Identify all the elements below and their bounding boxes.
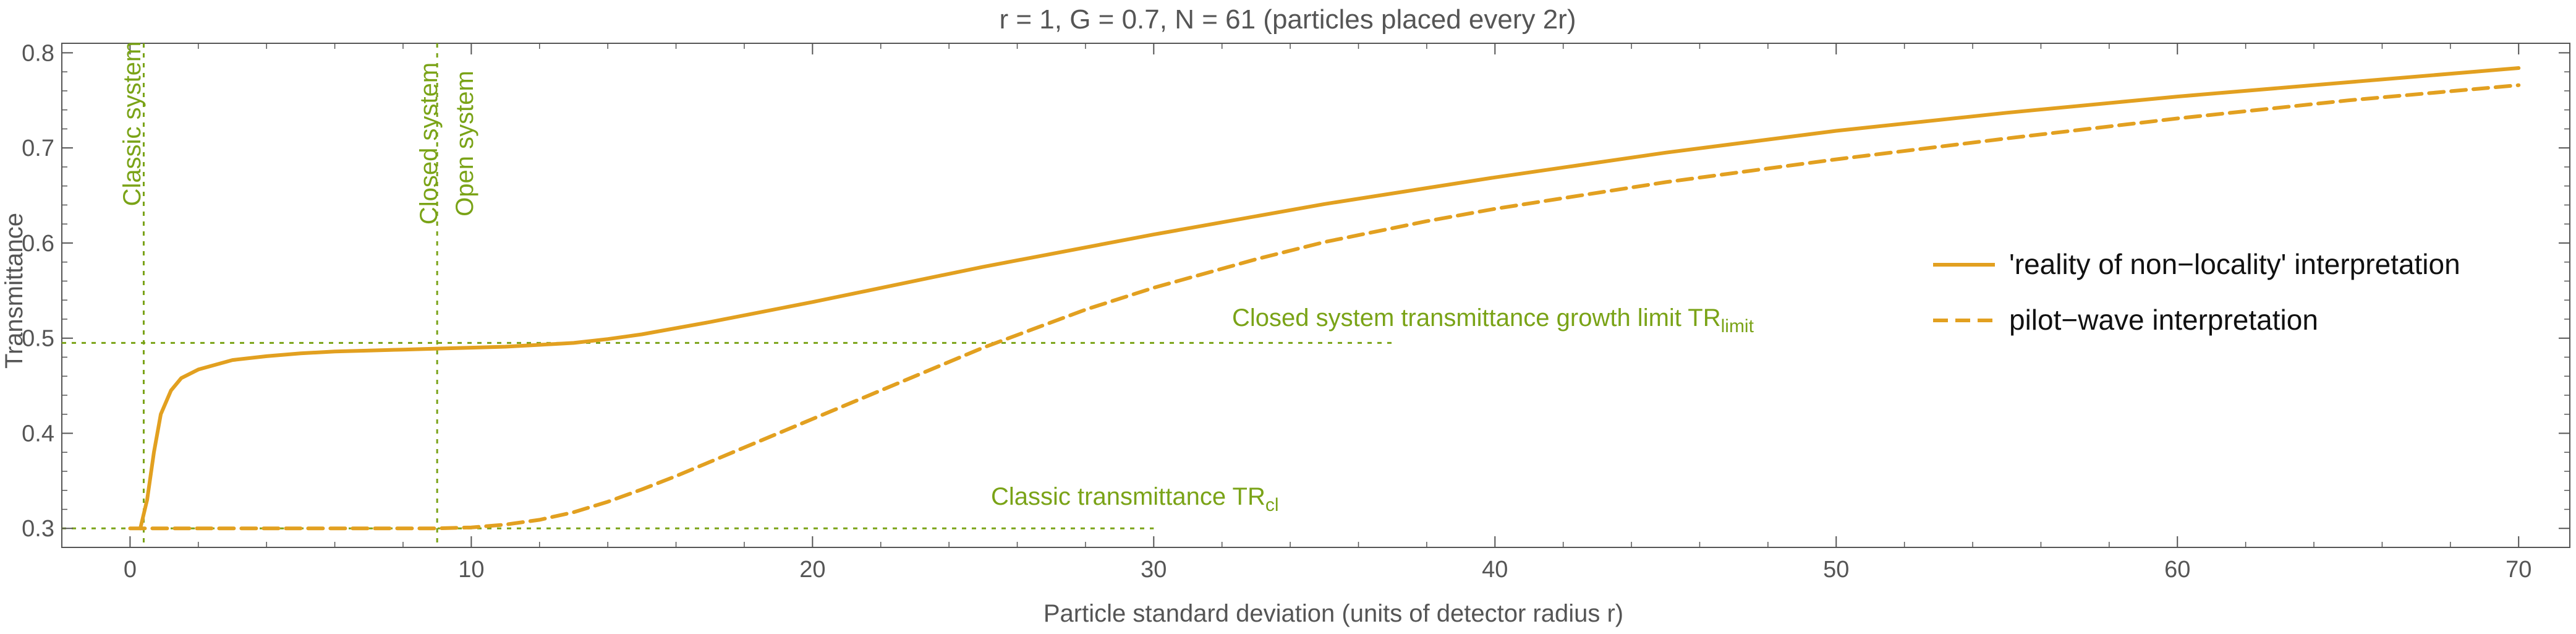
annotation-tr-limit-sub: limit xyxy=(1721,316,1754,336)
legend-label-pilot: pilot−wave interpretation xyxy=(2009,304,2318,336)
annotation-tr-classic-sub: cl xyxy=(1265,495,1279,515)
x-tick-label: 40 xyxy=(1482,557,1508,583)
x-tick-label: 60 xyxy=(2164,557,2190,583)
annotation-open-system: Open system xyxy=(451,71,478,216)
annotation-tr-classic: Classic transmittance TRcl xyxy=(991,483,1279,515)
x-tick-label: 70 xyxy=(2506,557,2531,583)
y-tick-label: 0.6 xyxy=(22,231,54,257)
y-tick-label: 0.8 xyxy=(22,40,54,66)
series-line-reality-of-non-locality xyxy=(138,66,2521,531)
x-axis-ticks: 0 10 20 30 40 50 60 70 xyxy=(124,43,2531,583)
y-tick-label: 0.4 xyxy=(22,421,54,447)
legend: 'reality of non−locality' interpretation… xyxy=(1933,248,2460,336)
x-tick-label: 20 xyxy=(799,557,825,583)
chart-title: r = 1, G = 0.7, N = 61 (particles placed… xyxy=(1000,4,1576,35)
x-tick-label: 10 xyxy=(458,557,484,583)
x-axis-title: Particle standard deviation (units of de… xyxy=(1044,600,1623,627)
y-tick-label: 0.5 xyxy=(22,326,54,352)
series-layer xyxy=(128,66,2521,531)
y-tick-label: 0.7 xyxy=(22,135,54,161)
annotation-closed-system: Closed system xyxy=(415,62,443,225)
annotation-tr-limit: Closed system transmittance growth limit… xyxy=(1232,304,1754,336)
annotation-classic-system: Classic system xyxy=(119,41,146,207)
x-tick-label: 30 xyxy=(1141,557,1167,583)
y-tick-label: 0.3 xyxy=(22,516,54,542)
annotation-tr-limit-text: Closed system transmittance growth limit… xyxy=(1232,304,1721,332)
annotation-tr-classic-text: Classic transmittance TR xyxy=(991,483,1265,510)
x-tick-label: 0 xyxy=(124,557,137,583)
x-tick-label: 50 xyxy=(1823,557,1849,583)
y-axis-title: Transmittance xyxy=(1,213,28,369)
legend-label-reality: 'reality of non−locality' interpretation xyxy=(2009,248,2460,280)
plot-border xyxy=(61,43,2570,548)
reference-lines xyxy=(62,43,1393,547)
plot-frame xyxy=(61,43,2570,548)
y-axis-ticks: 0.3 0.4 0.5 0.6 0.7 0.8 xyxy=(22,40,2570,542)
series-line-pilot-wave xyxy=(128,83,2521,531)
